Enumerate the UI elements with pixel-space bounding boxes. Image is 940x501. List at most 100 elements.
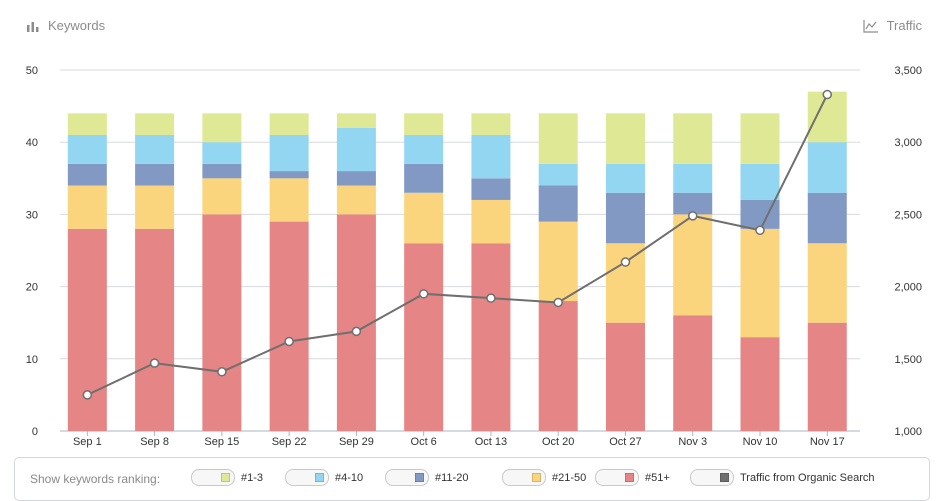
bar-segment-13 [135, 113, 175, 135]
bar-segment-51 [538, 301, 578, 431]
traffic-point [687, 211, 698, 221]
bar-segment-2150 [471, 199, 511, 244]
x-axis-tick-label: Oct 6 [411, 436, 437, 448]
traffic-point [82, 390, 93, 400]
bar-segment-1120 [471, 178, 511, 200]
right-axis-tick-label: 3,500 [894, 65, 922, 77]
bar-segment-410 [807, 142, 847, 193]
toggle-switch[interactable] [191, 469, 235, 486]
keywords-label: Keywords [48, 18, 106, 33]
legend-label: #1-3 [241, 471, 264, 484]
bar-segment-2150 [67, 185, 107, 229]
bar-segment-1120 [807, 192, 847, 244]
bar-segment-1120 [538, 185, 578, 222]
toggle-switch[interactable] [502, 469, 546, 486]
bar-segment-13 [605, 113, 645, 164]
keywords-traffic-chart: 0 10 20 30 40 50 1,000 1,500 2,000 2,500 3,000 3,50… [26, 65, 922, 448]
x-axis-tick-label: Sep 15 [204, 436, 239, 448]
legend-color-swatch [415, 473, 424, 482]
bar-segment-410 [202, 142, 242, 164]
bar-segment-1120 [202, 163, 242, 179]
traffic-point [755, 225, 765, 236]
x-axis-tick-label: Sep 8 [140, 436, 169, 448]
bar-segment-51 [740, 337, 780, 431]
x-axis-tick-label: Nov 3 [678, 436, 707, 448]
bar-segment-410 [673, 163, 713, 193]
legend-toggle-21-50[interactable]: #21-50 [502, 469, 586, 486]
legend-toggle-traffic-from-organic-search[interactable]: Traffic from Organic Search [690, 469, 875, 486]
legend-toggle-11-20[interactable]: #11-20 [385, 469, 468, 486]
bar-segment-51 [202, 214, 242, 431]
legend-label: #4-10 [335, 471, 364, 484]
toggle-switch[interactable] [690, 469, 734, 486]
bar-segment-13 [673, 113, 713, 164]
x-axis-tick-label: Oct 13 [475, 436, 507, 448]
legend-color-swatch [221, 473, 230, 482]
bar-segment-13 [538, 113, 578, 164]
bar-segment-410 [269, 134, 309, 172]
x-axis-tick-label: Sep 22 [272, 436, 307, 448]
x-axis-tick-label: Oct 20 [542, 436, 574, 448]
x-axis-tick-label: Nov 10 [743, 436, 778, 448]
x-axis-tick-label: Sep 1 [73, 436, 102, 448]
bar-segment-13 [336, 113, 376, 128]
bar-segment-2150 [605, 243, 645, 323]
legend-color-swatch [625, 473, 634, 482]
bar-segment-410 [404, 134, 444, 164]
traffic-point [620, 257, 631, 267]
x-axis-tick-label: Nov 17 [810, 436, 845, 448]
left-axis-tick-label: 10 [26, 354, 38, 366]
legend-label: #51+ [645, 471, 670, 484]
keywords-axis-header: Keywords [26, 18, 105, 33]
left-axis-tick-label: 30 [26, 209, 38, 221]
bar-segment-51 [336, 214, 376, 431]
bar-segment-51 [471, 243, 511, 431]
toggle-switch[interactable] [595, 469, 639, 486]
bar-chart-icon [26, 20, 40, 32]
legend-panel: Show keywords ranking: #1-3 #4-10 #11-20 #2… [14, 457, 930, 501]
x-axis-tick-label: Sep 29 [339, 436, 374, 448]
left-axis-tick-label: 40 [26, 137, 38, 149]
bar-segment-2150 [269, 178, 309, 222]
legend-label: #11-20 [435, 471, 469, 484]
bar-segment-51 [807, 322, 847, 431]
bar-segment-13 [404, 113, 444, 135]
right-axis-tick-label: 1,000 [894, 426, 922, 438]
toggle-switch[interactable] [285, 469, 329, 486]
legend-color-swatch [315, 473, 324, 482]
traffic-point [149, 358, 160, 368]
legend-toggle-51[interactable]: #51+ [595, 469, 670, 486]
right-axis-tick-label: 3,000 [894, 137, 922, 149]
traffic-point [822, 89, 833, 100]
traffic-point [486, 293, 496, 303]
legend-color-swatch [720, 473, 729, 482]
bar-segment-2150 [807, 243, 847, 323]
bar-segment-1120 [673, 192, 713, 215]
traffic-line [86, 94, 829, 396]
bar-segment-51 [269, 221, 309, 431]
legend-toggle-4-10[interactable]: #4-10 [285, 469, 363, 486]
bar-segment-2150 [202, 178, 242, 215]
right-axis-tick-label: 1,500 [894, 354, 922, 366]
bar-segment-2150 [538, 221, 578, 302]
traffic-point [217, 367, 227, 377]
bar-segment-1120 [135, 163, 175, 186]
bar-segment-13 [269, 113, 309, 135]
bar-segment-13 [807, 91, 847, 143]
bar-segment-2150 [135, 185, 175, 229]
traffic-point [284, 336, 294, 347]
legend-toggle-1-3[interactable]: #1-3 [191, 469, 263, 486]
line-chart-icon [862, 19, 879, 33]
left-axis-tick-label: 0 [32, 426, 38, 438]
toggle-switch[interactable] [385, 469, 429, 486]
bar-segment-51 [404, 243, 444, 431]
bar-segment-410 [740, 163, 780, 200]
right-axis-tick-label: 2,000 [894, 282, 922, 294]
bar-segment-410 [336, 127, 376, 172]
bar-segment-410 [471, 134, 511, 179]
bar-segment-410 [67, 134, 107, 164]
bar-segment-2150 [336, 185, 376, 215]
bar-segment-410 [538, 163, 578, 186]
bar-segment-13 [740, 113, 780, 164]
